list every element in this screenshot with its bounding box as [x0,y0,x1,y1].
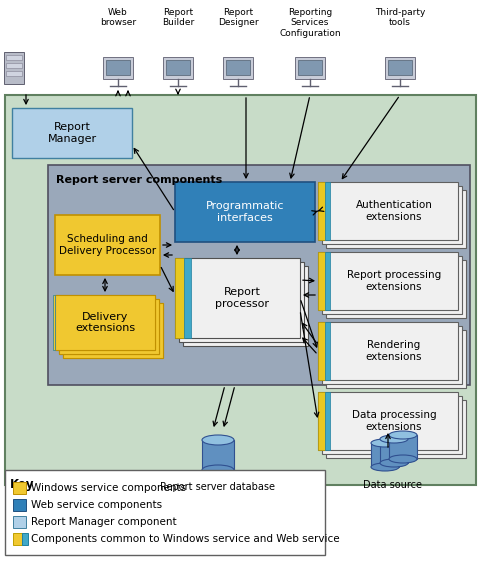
Bar [379,439,407,463]
Bar [13,516,26,528]
Text: Report server components: Report server components [56,175,222,185]
Bar [55,295,155,350]
Text: Report
Builder: Report Builder [162,8,194,27]
Bar [55,295,155,350]
Text: Key: Key [10,478,35,491]
Bar [55,215,160,275]
Text: Web service components: Web service components [31,500,162,510]
Bar [59,299,159,354]
Bar [48,165,469,385]
Bar [324,252,329,310]
Bar [12,108,132,158]
Ellipse shape [370,439,398,447]
Bar [317,392,324,450]
Bar [325,260,465,318]
Text: Report processing
extensions: Report processing extensions [346,270,440,292]
Bar [13,533,22,545]
Bar [6,55,22,60]
Bar [166,59,190,75]
Bar [324,182,329,240]
Bar [226,59,250,75]
Bar [321,186,461,244]
Bar [317,322,324,380]
Text: Components common to Windows service and Web service: Components common to Windows service and… [31,534,339,544]
Bar [317,392,457,450]
Bar [317,322,457,380]
Ellipse shape [202,465,233,475]
Ellipse shape [388,431,416,439]
Text: Programmatic
interfaces: Programmatic interfaces [205,201,284,223]
Ellipse shape [379,459,407,467]
Bar [13,499,26,511]
Text: Data source: Data source [363,480,421,490]
Ellipse shape [370,463,398,471]
Text: Third-party
tools: Third-party tools [374,8,424,27]
Text: Reporting
Services
Configuration: Reporting Services Configuration [278,8,340,38]
Bar [63,303,163,358]
Bar [175,258,300,338]
Text: Scheduling and
Delivery Processor: Scheduling and Delivery Processor [59,234,156,256]
Text: Windows service components: Windows service components [31,483,186,493]
Bar [370,443,398,467]
Text: Report
Designer: Report Designer [217,8,258,27]
Bar [321,396,461,454]
Bar [175,258,184,338]
Bar [6,63,22,68]
Bar [324,392,329,450]
Text: Rendering
extensions: Rendering extensions [365,340,421,362]
Ellipse shape [379,435,407,443]
Bar [182,266,307,346]
Text: Authentication
extensions: Authentication extensions [355,200,432,222]
Bar [294,57,325,79]
Bar [317,182,324,240]
Bar [184,258,191,338]
Ellipse shape [388,455,416,463]
Bar [63,303,163,358]
Bar [317,252,457,310]
Bar [53,295,55,350]
Bar [4,52,24,84]
Bar [324,322,329,380]
Bar [22,533,28,545]
Bar [387,59,411,75]
Bar [106,59,130,75]
Bar [317,182,457,240]
Text: Data processing
extensions: Data processing extensions [351,410,435,432]
Bar [325,400,465,458]
Bar [297,59,322,75]
Text: Report
processor: Report processor [215,287,269,309]
Bar [162,57,193,79]
Bar [388,435,416,459]
Text: Report Manager component: Report Manager component [31,517,176,527]
Bar [5,95,475,485]
Bar [321,256,461,314]
Text: Report
Manager: Report Manager [48,122,96,144]
Bar [317,252,324,310]
Bar [5,470,324,555]
Bar [6,71,22,76]
Text: Web
browser: Web browser [100,8,136,27]
Bar [59,299,159,354]
Bar [325,330,465,388]
Ellipse shape [202,435,233,445]
Bar [384,57,415,79]
Bar [321,326,461,384]
Bar [202,440,233,470]
Text: Report server database: Report server database [160,482,275,492]
Bar [13,482,26,494]
Bar [102,57,133,79]
Bar [222,57,253,79]
Bar [325,190,465,248]
Text: Delivery
extensions: Delivery extensions [75,312,135,333]
Bar [179,262,303,342]
Bar [175,182,314,242]
